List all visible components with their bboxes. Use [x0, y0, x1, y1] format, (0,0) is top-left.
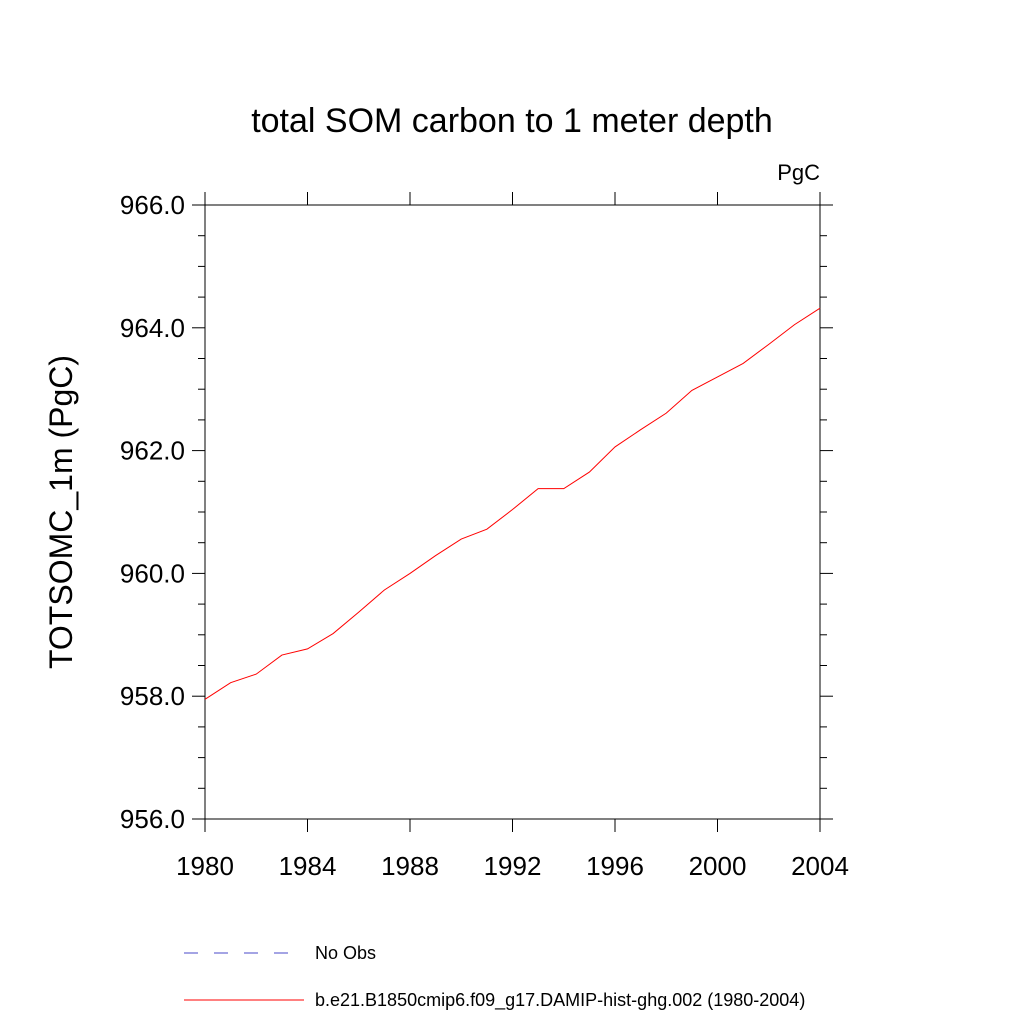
series-line-1 [204, 307, 821, 700]
x-tick-label: 1988 [381, 851, 439, 881]
x-tick-label: 1980 [176, 851, 234, 881]
y-tick-label: 962.0 [120, 436, 185, 466]
legend-label-no-obs: No Obs [315, 943, 376, 963]
y-tick-label: 964.0 [120, 313, 185, 343]
axis-tick-labels: 956.0 958.0 960.0 962.0 964.0 966.0 1980 1984 19… [120, 190, 849, 881]
y-tick-label: 960.0 [120, 558, 185, 588]
units-label: PgC [777, 160, 820, 185]
x-tick-label: 2000 [689, 851, 747, 881]
x-tick-label: 1992 [484, 851, 542, 881]
series-layer [204, 307, 821, 700]
x-tick-label: 1996 [586, 851, 644, 881]
chart-title: total SOM carbon to 1 meter depth [251, 102, 773, 140]
legend-label-model: b.e21.B1850cmip6.f09_g17.DAMIP-hist-ghg.… [315, 990, 805, 1011]
plot-border [204, 204, 821, 820]
axis-ticks [192, 192, 833, 832]
legend: No Obs b.e21.B1850cmip6.f09_g17.DAMIP-hi… [184, 943, 805, 1011]
plot-frame [204, 204, 821, 820]
y-axis-title: TOTSOMC_1m (PgC) [43, 355, 79, 669]
x-tick-label: 2004 [791, 851, 849, 881]
y-tick-label: 956.0 [120, 804, 185, 834]
y-tick-label: 966.0 [120, 190, 185, 220]
x-tick-label: 1984 [279, 851, 337, 881]
y-tick-label: 958.0 [120, 681, 185, 711]
